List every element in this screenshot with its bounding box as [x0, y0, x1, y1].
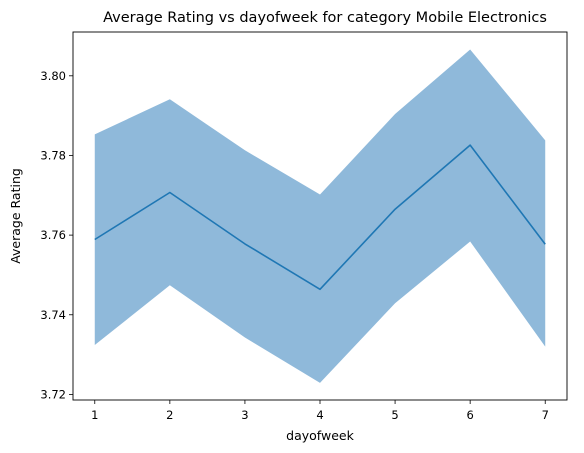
x-tick-label: 1	[91, 408, 98, 422]
x-axis-ticks: 1 2 3 4 5 6 7	[91, 400, 549, 422]
y-axis-ticks: 3.72 3.74 3.76 3.78 3.80	[40, 69, 73, 401]
y-tick-label: 3.74	[40, 308, 66, 322]
y-tick-label: 3.78	[40, 148, 66, 162]
y-axis-label: Average Rating	[8, 168, 23, 264]
x-axis-label: dayofweek	[286, 428, 354, 443]
x-tick-label: 4	[316, 408, 323, 422]
plot-frame	[72, 31, 568, 401]
plot-area	[94, 49, 546, 383]
x-tick-label: 7	[542, 408, 549, 422]
confidence-band	[94, 49, 546, 383]
y-tick-label: 3.80	[40, 69, 66, 83]
x-tick-label: 5	[391, 408, 398, 422]
y-tick-label: 3.72	[40, 387, 66, 401]
x-tick-label: 2	[166, 408, 173, 422]
y-tick-label: 3.76	[40, 228, 66, 242]
chart-title: Average Rating vs dayofweek for category…	[103, 10, 547, 26]
x-tick-label: 3	[241, 408, 248, 422]
x-tick-label: 6	[466, 408, 473, 422]
